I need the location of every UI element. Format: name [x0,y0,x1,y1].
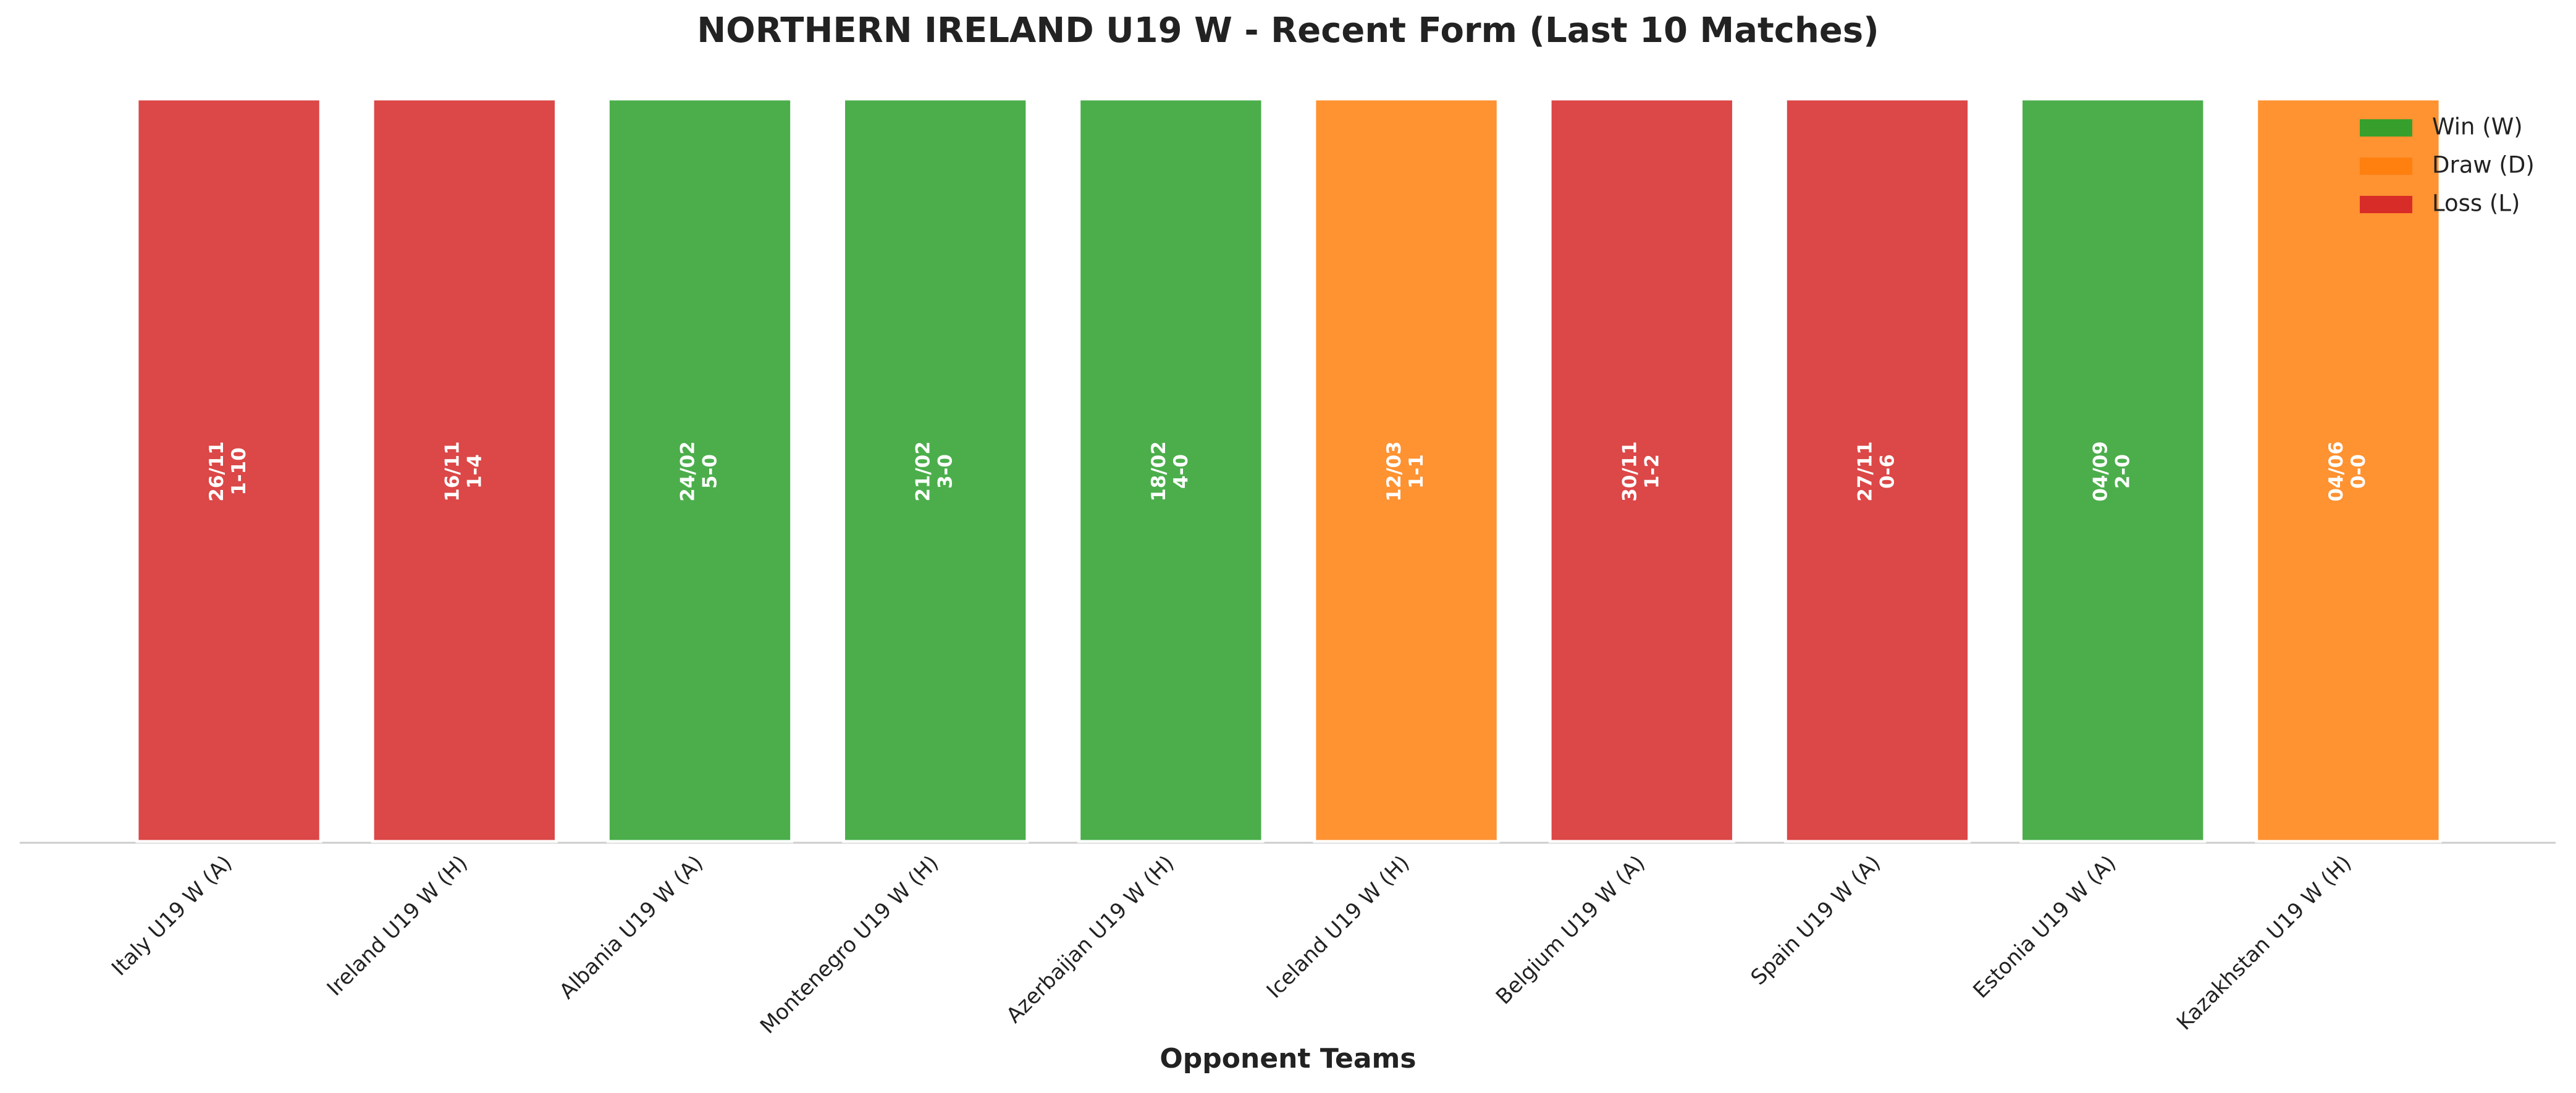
match-score: 4-0 [1170,454,1192,489]
x-tick-label: Ireland U19 W (H) [322,851,473,1001]
match-score: 1-2 [1641,454,1663,489]
match-date: 12/03 [1383,441,1405,502]
bar [2019,97,2207,843]
x-tick-label: Belgium U19 W (A) [1491,851,1650,1010]
match-date: 30/11 [1618,441,1641,502]
bar [1077,97,1265,843]
bar [135,97,322,843]
bar [606,97,794,843]
match-date: 04/09 [2090,441,2112,502]
legend-swatch [2360,119,2412,137]
x-tick-label: Italy U19 W (A) [107,851,237,981]
bar [2255,97,2442,843]
x-tick-label: Spain U19 W (A) [1746,851,1886,990]
match-score: 1-1 [1405,454,1428,489]
match-score: 5-0 [699,454,722,489]
x-tick-label: Iceland U19 W (H) [1262,851,1415,1003]
match-score: 0-0 [2347,454,2370,489]
legend-label: Win (W) [2432,114,2523,140]
match-date: 24/02 [677,441,699,502]
bar [1548,97,1735,843]
match-score: 3-0 [935,454,957,489]
x-tick-label: Kazakhstan U19 W (H) [2172,851,2357,1036]
bar [842,97,1029,843]
match-date: 04/06 [2325,441,2347,502]
bar [371,97,558,843]
match-date: 21/02 [912,441,935,502]
legend-label: Draw (D) [2432,152,2535,179]
match-date: 27/11 [1854,441,1877,502]
legend-swatch [2360,158,2412,175]
bar [1313,97,1500,843]
match-date: 26/11 [206,441,228,502]
match-score: 0-6 [1877,454,1899,489]
x-tick-label: Albania U19 W (A) [555,851,708,1004]
x-tick-label: Azerbaijan U19 W (H) [1001,851,1179,1028]
match-date: 18/02 [1148,441,1170,502]
legend-swatch [2360,196,2412,213]
x-tick-label: Montenegro U19 W (H) [756,851,943,1039]
match-date: 16/11 [441,441,463,502]
match-score: 2-0 [2112,454,2134,489]
bar [1783,97,1971,843]
match-score: 1-10 [228,447,250,496]
x-tick-label: Estonia U19 W (A) [1968,851,2121,1003]
chart-title: NORTHERN IRELAND U19 W - Recent Form (La… [697,11,1879,51]
x-axis-label: Opponent Teams [1160,1043,1416,1074]
match-score: 1-4 [463,454,486,489]
legend-label: Loss (L) [2432,190,2520,217]
